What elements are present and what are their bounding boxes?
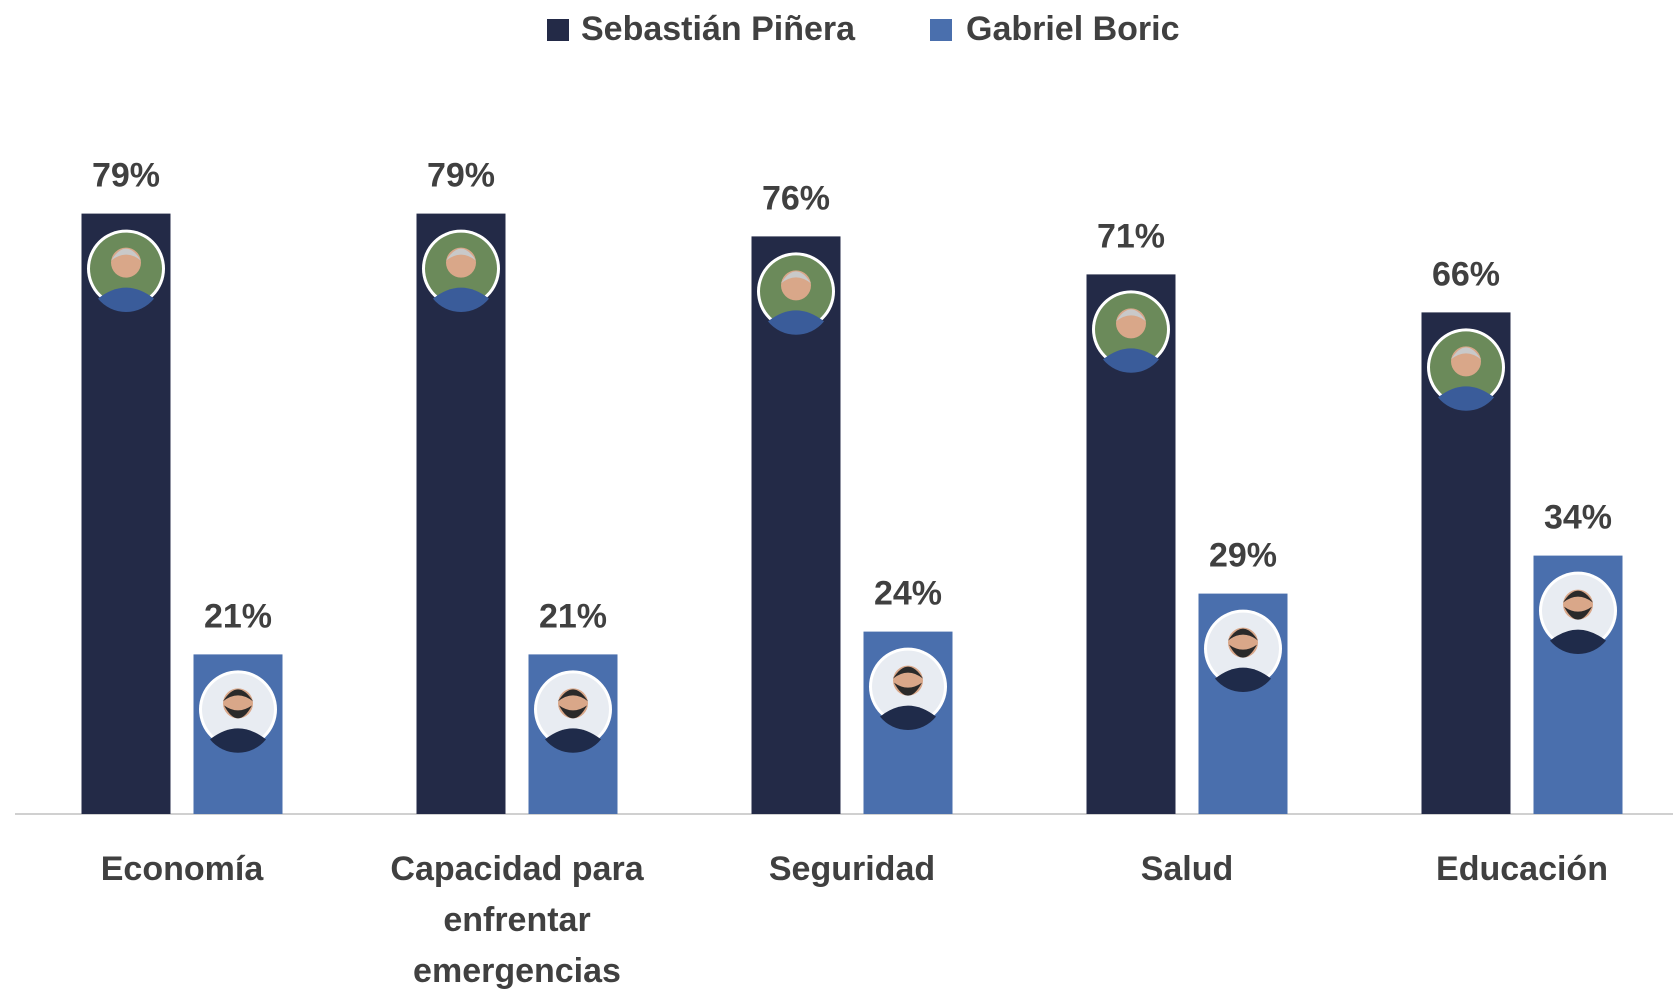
legend-swatch: [547, 19, 569, 41]
portrait-hair: [111, 248, 141, 261]
value-label: 66%: [1432, 255, 1500, 293]
portrait-hair: [558, 689, 588, 702]
portrait-beard: [1564, 606, 1592, 620]
value-label: 76%: [762, 179, 830, 217]
portrait: [1427, 328, 1505, 411]
portrait-hair: [1563, 590, 1593, 603]
portrait: [1204, 609, 1282, 692]
legend-swatch: [930, 19, 952, 41]
x-tick-label: Salud: [1140, 850, 1234, 888]
portrait-hair: [781, 271, 811, 284]
portrait-body: [1438, 386, 1494, 411]
x-tick-label: Economía: [100, 850, 264, 888]
portrait: [87, 229, 165, 312]
portrait-beard: [894, 682, 922, 696]
value-label: 79%: [427, 157, 495, 195]
value-label: 21%: [204, 597, 272, 635]
portrait-hair: [1116, 309, 1146, 322]
portrait-body: [1550, 629, 1606, 654]
value-label: 29%: [1209, 537, 1277, 575]
portrait-body: [1215, 667, 1271, 692]
portrait-beard: [224, 705, 252, 719]
portrait: [1092, 290, 1170, 373]
portrait-beard: [1229, 644, 1257, 658]
portrait: [199, 670, 277, 753]
x-tick-label: Capacidad para enfrentar emergencias: [390, 850, 644, 990]
value-label: 21%: [539, 597, 607, 635]
value-label: 24%: [874, 575, 942, 613]
value-label: 79%: [92, 157, 160, 195]
portrait: [757, 252, 835, 335]
portrait-hair: [893, 666, 923, 679]
legend-label: Sebastián Piñera: [581, 10, 856, 48]
portrait-hair: [1451, 347, 1481, 360]
value-label: 71%: [1097, 217, 1165, 255]
value-label: 34%: [1544, 499, 1612, 537]
portrait-body: [545, 728, 601, 753]
bar: [416, 213, 506, 815]
portrait-body: [98, 287, 154, 312]
portrait-hair: [1228, 628, 1258, 641]
portrait-hair: [446, 248, 476, 261]
portrait-beard: [559, 705, 587, 719]
portrait-body: [210, 728, 266, 753]
portrait: [869, 647, 947, 730]
portrait-body: [433, 287, 489, 312]
portrait: [422, 229, 500, 312]
portrait: [1539, 571, 1617, 654]
portrait-body: [768, 310, 824, 335]
portrait-body: [1103, 348, 1159, 373]
x-tick-label: Seguridad: [768, 850, 936, 888]
portrait-hair: [223, 689, 253, 702]
x-tick-label: Educación: [1436, 850, 1608, 888]
bar: [81, 213, 171, 815]
portrait-body: [880, 705, 936, 730]
portrait: [534, 670, 612, 753]
legend-label: Gabriel Boric: [966, 10, 1180, 48]
